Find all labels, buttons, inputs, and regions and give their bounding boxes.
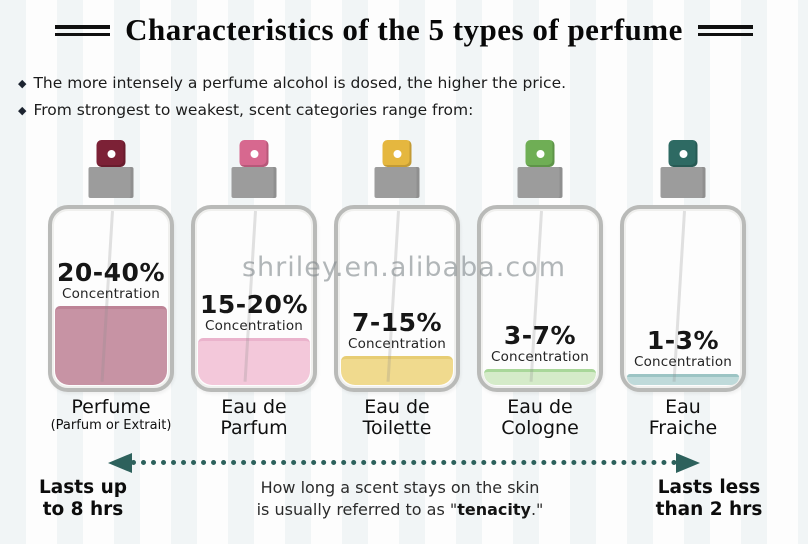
bottle-body: 15-20% Concentration [191, 205, 317, 392]
bottle-label-line2: Fraiche [648, 417, 718, 439]
bottle-body: 3-7% Concentration [477, 205, 603, 392]
bottle-neck [517, 167, 563, 198]
concentration-range: 3-7% [503, 320, 577, 350]
arrow-left-icon [108, 453, 132, 473]
duration-left-line1: Lasts up [39, 477, 127, 498]
bottle-label: Eau de Cologne [468, 397, 612, 439]
concentration-block: 7-15% Concentration [338, 308, 456, 353]
bottle-label-line1: Eau [665, 396, 701, 418]
dotted-arrow-line [131, 460, 677, 465]
bottle-label-line1: Eau de [507, 396, 573, 418]
bottle-body: 1-3% Concentration [620, 205, 746, 392]
concentration-label: Concentration [347, 336, 447, 353]
bottle-body: 20-40% Concentration [48, 205, 174, 392]
tenacity-note: How long a scent stays on the skin is us… [240, 477, 560, 521]
bottle-label-line2: Parfum [220, 417, 288, 439]
double-line-left-icon [55, 24, 111, 36]
spray-cap-icon [96, 140, 126, 167]
nozzle-ring-icon [393, 149, 401, 158]
liquid-fill [198, 338, 310, 385]
concentration-block: 1-3% Concentration [624, 326, 742, 371]
page-title: Characteristics of the 5 types of perfum… [125, 12, 683, 47]
tenacity-suffix: ." [530, 500, 544, 519]
bottle-label-line1: Perfume [71, 396, 151, 418]
diamond-bullet-icon: ◆ [18, 103, 27, 117]
duration-right-line1: Lasts less [657, 477, 761, 498]
bottle-perfume: 20-40% Concentration Perfume (Parfum or … [47, 140, 175, 442]
bottle-label: Eau de Parfum [182, 397, 326, 439]
duration-right-line2: than 2 hrs [655, 499, 763, 520]
intro-bullets: ◆ The more intensely a perfume alcohol i… [18, 74, 566, 128]
concentration-range: 1-3% [646, 326, 720, 356]
title-row: Characteristics of the 5 types of perfum… [0, 12, 808, 48]
concentration-range: 20-40% [56, 258, 165, 287]
concentration-label: Concentration [490, 348, 590, 365]
duration-left-line2: to 8 hrs [42, 499, 124, 520]
bullet-text: The more intensely a perfume alcohol is … [33, 74, 567, 92]
bottle-label-line2: (Parfum or Extrait) [50, 418, 172, 433]
bottle-label-line1: Eau de [364, 396, 430, 418]
bullet-item: ◆ The more intensely a perfume alcohol i… [18, 74, 566, 92]
bottle-eau-de-parfum: 15-20% Concentration Eau de Parfum [190, 140, 318, 442]
bottle-label-line1: Eau de [221, 396, 287, 418]
tenacity-note-line1: How long a scent stays on the skin [260, 478, 540, 497]
liquid-fill [627, 374, 739, 385]
bottle-eau-de-toilette: 7-15% Concentration Eau de Toilette [333, 140, 461, 442]
spray-cap-icon [382, 140, 412, 167]
concentration-range: 7-15% [351, 308, 443, 338]
bottle-label-line2: Cologne [501, 417, 579, 439]
nozzle-ring-icon [107, 149, 115, 158]
diamond-bullet-icon: ◆ [18, 76, 27, 90]
spray-cap-icon [239, 140, 269, 167]
concentration-block: 3-7% Concentration [481, 320, 599, 365]
bottle-eau-de-cologne: 3-7% Concentration Eau de Cologne [476, 140, 604, 442]
bottle-neck [231, 167, 277, 198]
tenacity-word: tenacity [457, 500, 531, 519]
bullet-item: ◆ From strongest to weakest, scent categ… [18, 101, 566, 119]
tenacity-note-line2: is usually referred to as "tenacity." [240, 499, 560, 521]
nozzle-ring-icon [679, 149, 687, 158]
bottle-eau-fraiche: 1-3% Concentration Eau Fraiche [619, 140, 747, 442]
arrow-right-icon [676, 453, 700, 473]
concentration-label: Concentration [61, 286, 161, 303]
tenacity-prefix: is usually referred to as " [256, 500, 458, 519]
nozzle-ring-icon [536, 149, 544, 158]
liquid-fill [341, 356, 453, 385]
concentration-block: 20-40% Concentration [52, 258, 170, 303]
duration-left-label: Lasts up to 8 hrs [28, 477, 138, 521]
concentration-label: Concentration [633, 354, 733, 371]
bottle-body: 7-15% Concentration [334, 205, 460, 392]
concentration-range: 15-20% [199, 290, 308, 320]
bottle-label: Eau de Toilette [325, 397, 469, 439]
liquid-fill [55, 306, 167, 385]
liquid-fill [484, 368, 596, 385]
bottle-neck [374, 167, 420, 198]
double-line-right-icon [697, 24, 753, 36]
bottle-neck [88, 167, 134, 198]
spray-cap-icon [525, 140, 555, 167]
bottle-neck [660, 167, 706, 198]
bottle-label-line2: Toilette [362, 417, 432, 439]
concentration-block: 15-20% Concentration [195, 290, 313, 335]
bottle-label: Perfume (Parfum or Extrait) [39, 396, 183, 434]
spray-cap-icon [668, 140, 698, 167]
bullet-text: From strongest to weakest, scent categor… [33, 101, 474, 119]
duration-right-label: Lasts less than 2 hrs [648, 477, 770, 521]
concentration-label: Concentration [204, 318, 304, 335]
bottle-label: Eau Fraiche [611, 397, 755, 439]
nozzle-ring-icon [250, 149, 258, 158]
